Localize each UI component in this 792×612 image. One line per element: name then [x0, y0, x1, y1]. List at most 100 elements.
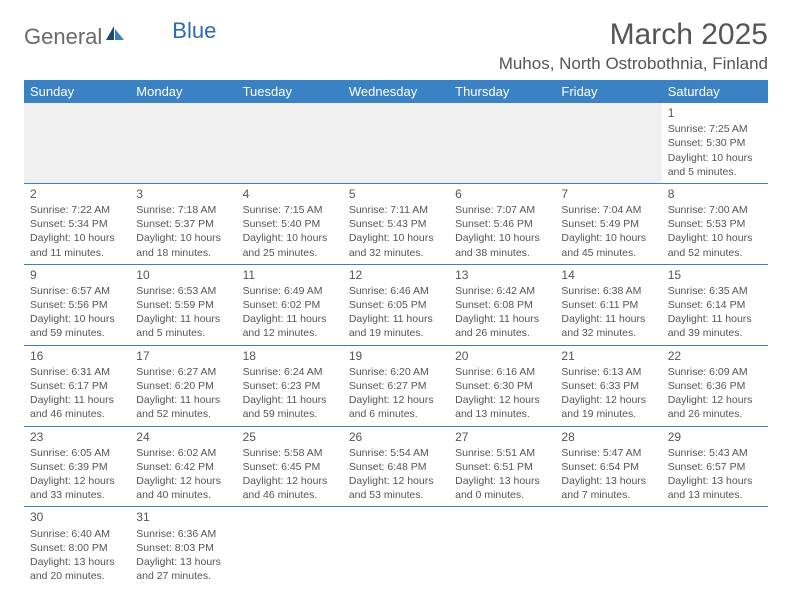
calendar-table: Sunday Monday Tuesday Wednesday Thursday… [24, 80, 768, 587]
daylight-text-2: and 25 minutes. [243, 246, 337, 260]
sunset-text: Sunset: 5:56 PM [30, 298, 124, 312]
sunset-text: Sunset: 6:42 PM [136, 460, 230, 474]
calendar-row: 2Sunrise: 7:22 AMSunset: 5:34 PMDaylight… [24, 183, 768, 264]
calendar-row: 30Sunrise: 6:40 AMSunset: 8:00 PMDayligh… [24, 507, 768, 587]
calendar-cell: 7Sunrise: 7:04 AMSunset: 5:49 PMDaylight… [555, 183, 661, 264]
sunset-text: Sunset: 8:03 PM [136, 541, 230, 555]
calendar-cell: 1Sunrise: 7:25 AMSunset: 5:30 PMDaylight… [662, 103, 768, 183]
daylight-text: Daylight: 11 hours [243, 312, 337, 326]
sunset-text: Sunset: 5:40 PM [243, 217, 337, 231]
daylight-text-2: and 26 minutes. [668, 407, 762, 421]
day-number: 19 [349, 348, 443, 364]
calendar-cell: 10Sunrise: 6:53 AMSunset: 5:59 PMDayligh… [130, 264, 236, 345]
sunrise-text: Sunrise: 6:16 AM [455, 365, 549, 379]
logo-word2: Blue [172, 18, 216, 44]
sunset-text: Sunset: 6:11 PM [561, 298, 655, 312]
day-number: 23 [30, 429, 124, 445]
daylight-text: Daylight: 13 hours [30, 555, 124, 569]
sunrise-text: Sunrise: 7:00 AM [668, 203, 762, 217]
sunset-text: Sunset: 5:49 PM [561, 217, 655, 231]
calendar-cell [343, 103, 449, 183]
day-number: 22 [668, 348, 762, 364]
dayname: Tuesday [237, 80, 343, 103]
daylight-text: Daylight: 12 hours [349, 474, 443, 488]
daylight-text-2: and 27 minutes. [136, 569, 230, 583]
daylight-text: Daylight: 10 hours [243, 231, 337, 245]
logo: General Blue [24, 18, 216, 50]
sunrise-text: Sunrise: 7:11 AM [349, 203, 443, 217]
day-number: 11 [243, 267, 337, 283]
daylight-text-2: and 19 minutes. [561, 407, 655, 421]
day-number: 17 [136, 348, 230, 364]
calendar-cell [449, 507, 555, 587]
calendar-cell: 21Sunrise: 6:13 AMSunset: 6:33 PMDayligh… [555, 345, 661, 426]
day-number: 30 [30, 509, 124, 525]
sunset-text: Sunset: 5:46 PM [455, 217, 549, 231]
sunset-text: Sunset: 6:48 PM [349, 460, 443, 474]
calendar-cell: 31Sunrise: 6:36 AMSunset: 8:03 PMDayligh… [130, 507, 236, 587]
daylight-text: Daylight: 12 hours [349, 393, 443, 407]
calendar-cell: 23Sunrise: 6:05 AMSunset: 6:39 PMDayligh… [24, 426, 130, 507]
calendar-cell: 26Sunrise: 5:54 AMSunset: 6:48 PMDayligh… [343, 426, 449, 507]
daylight-text-2: and 13 minutes. [455, 407, 549, 421]
header: General Blue March 2025 Muhos, North Ost… [24, 18, 768, 74]
sunrise-text: Sunrise: 6:09 AM [668, 365, 762, 379]
sunrise-text: Sunrise: 7:25 AM [668, 122, 762, 136]
calendar-cell: 3Sunrise: 7:18 AMSunset: 5:37 PMDaylight… [130, 183, 236, 264]
daylight-text: Daylight: 10 hours [30, 231, 124, 245]
daylight-text-2: and 32 minutes. [561, 326, 655, 340]
dayname: Thursday [449, 80, 555, 103]
daylight-text: Daylight: 10 hours [668, 231, 762, 245]
daylight-text-2: and 13 minutes. [668, 488, 762, 502]
sunset-text: Sunset: 6:30 PM [455, 379, 549, 393]
dayname: Sunday [24, 80, 130, 103]
daylight-text-2: and 5 minutes. [668, 165, 762, 179]
daylight-text: Daylight: 11 hours [136, 312, 230, 326]
daylight-text-2: and 6 minutes. [349, 407, 443, 421]
calendar-cell: 5Sunrise: 7:11 AMSunset: 5:43 PMDaylight… [343, 183, 449, 264]
daylight-text-2: and 53 minutes. [349, 488, 443, 502]
daylight-text: Daylight: 12 hours [136, 474, 230, 488]
sunrise-text: Sunrise: 6:13 AM [561, 365, 655, 379]
daylight-text-2: and 39 minutes. [668, 326, 762, 340]
day-number: 20 [455, 348, 549, 364]
daylight-text-2: and 32 minutes. [349, 246, 443, 260]
calendar-cell: 25Sunrise: 5:58 AMSunset: 6:45 PMDayligh… [237, 426, 343, 507]
day-number: 31 [136, 509, 230, 525]
day-number: 3 [136, 186, 230, 202]
calendar-cell: 28Sunrise: 5:47 AMSunset: 6:54 PMDayligh… [555, 426, 661, 507]
sunset-text: Sunset: 6:14 PM [668, 298, 762, 312]
daylight-text: Daylight: 11 hours [136, 393, 230, 407]
calendar-cell: 22Sunrise: 6:09 AMSunset: 6:36 PMDayligh… [662, 345, 768, 426]
calendar-cell: 8Sunrise: 7:00 AMSunset: 5:53 PMDaylight… [662, 183, 768, 264]
dayname: Friday [555, 80, 661, 103]
calendar-cell: 16Sunrise: 6:31 AMSunset: 6:17 PMDayligh… [24, 345, 130, 426]
calendar-cell: 27Sunrise: 5:51 AMSunset: 6:51 PMDayligh… [449, 426, 555, 507]
day-number: 2 [30, 186, 124, 202]
sunrise-text: Sunrise: 6:05 AM [30, 446, 124, 460]
daylight-text-2: and 19 minutes. [349, 326, 443, 340]
sunset-text: Sunset: 5:37 PM [136, 217, 230, 231]
sunrise-text: Sunrise: 7:22 AM [30, 203, 124, 217]
daylight-text-2: and 33 minutes. [30, 488, 124, 502]
day-number: 24 [136, 429, 230, 445]
sunset-text: Sunset: 6:27 PM [349, 379, 443, 393]
daylight-text-2: and 0 minutes. [455, 488, 549, 502]
day-number: 13 [455, 267, 549, 283]
day-number: 4 [243, 186, 337, 202]
sunrise-text: Sunrise: 5:47 AM [561, 446, 655, 460]
calendar-cell: 20Sunrise: 6:16 AMSunset: 6:30 PMDayligh… [449, 345, 555, 426]
daylight-text: Daylight: 10 hours [668, 151, 762, 165]
daylight-text: Daylight: 11 hours [349, 312, 443, 326]
calendar-cell: 29Sunrise: 5:43 AMSunset: 6:57 PMDayligh… [662, 426, 768, 507]
daylight-text: Daylight: 11 hours [243, 393, 337, 407]
daylight-text-2: and 46 minutes. [30, 407, 124, 421]
day-number: 9 [30, 267, 124, 283]
daylight-text: Daylight: 12 hours [243, 474, 337, 488]
sunset-text: Sunset: 6:08 PM [455, 298, 549, 312]
daylight-text-2: and 45 minutes. [561, 246, 655, 260]
sunrise-text: Sunrise: 6:02 AM [136, 446, 230, 460]
daylight-text: Daylight: 10 hours [561, 231, 655, 245]
sunrise-text: Sunrise: 6:46 AM [349, 284, 443, 298]
day-number: 14 [561, 267, 655, 283]
